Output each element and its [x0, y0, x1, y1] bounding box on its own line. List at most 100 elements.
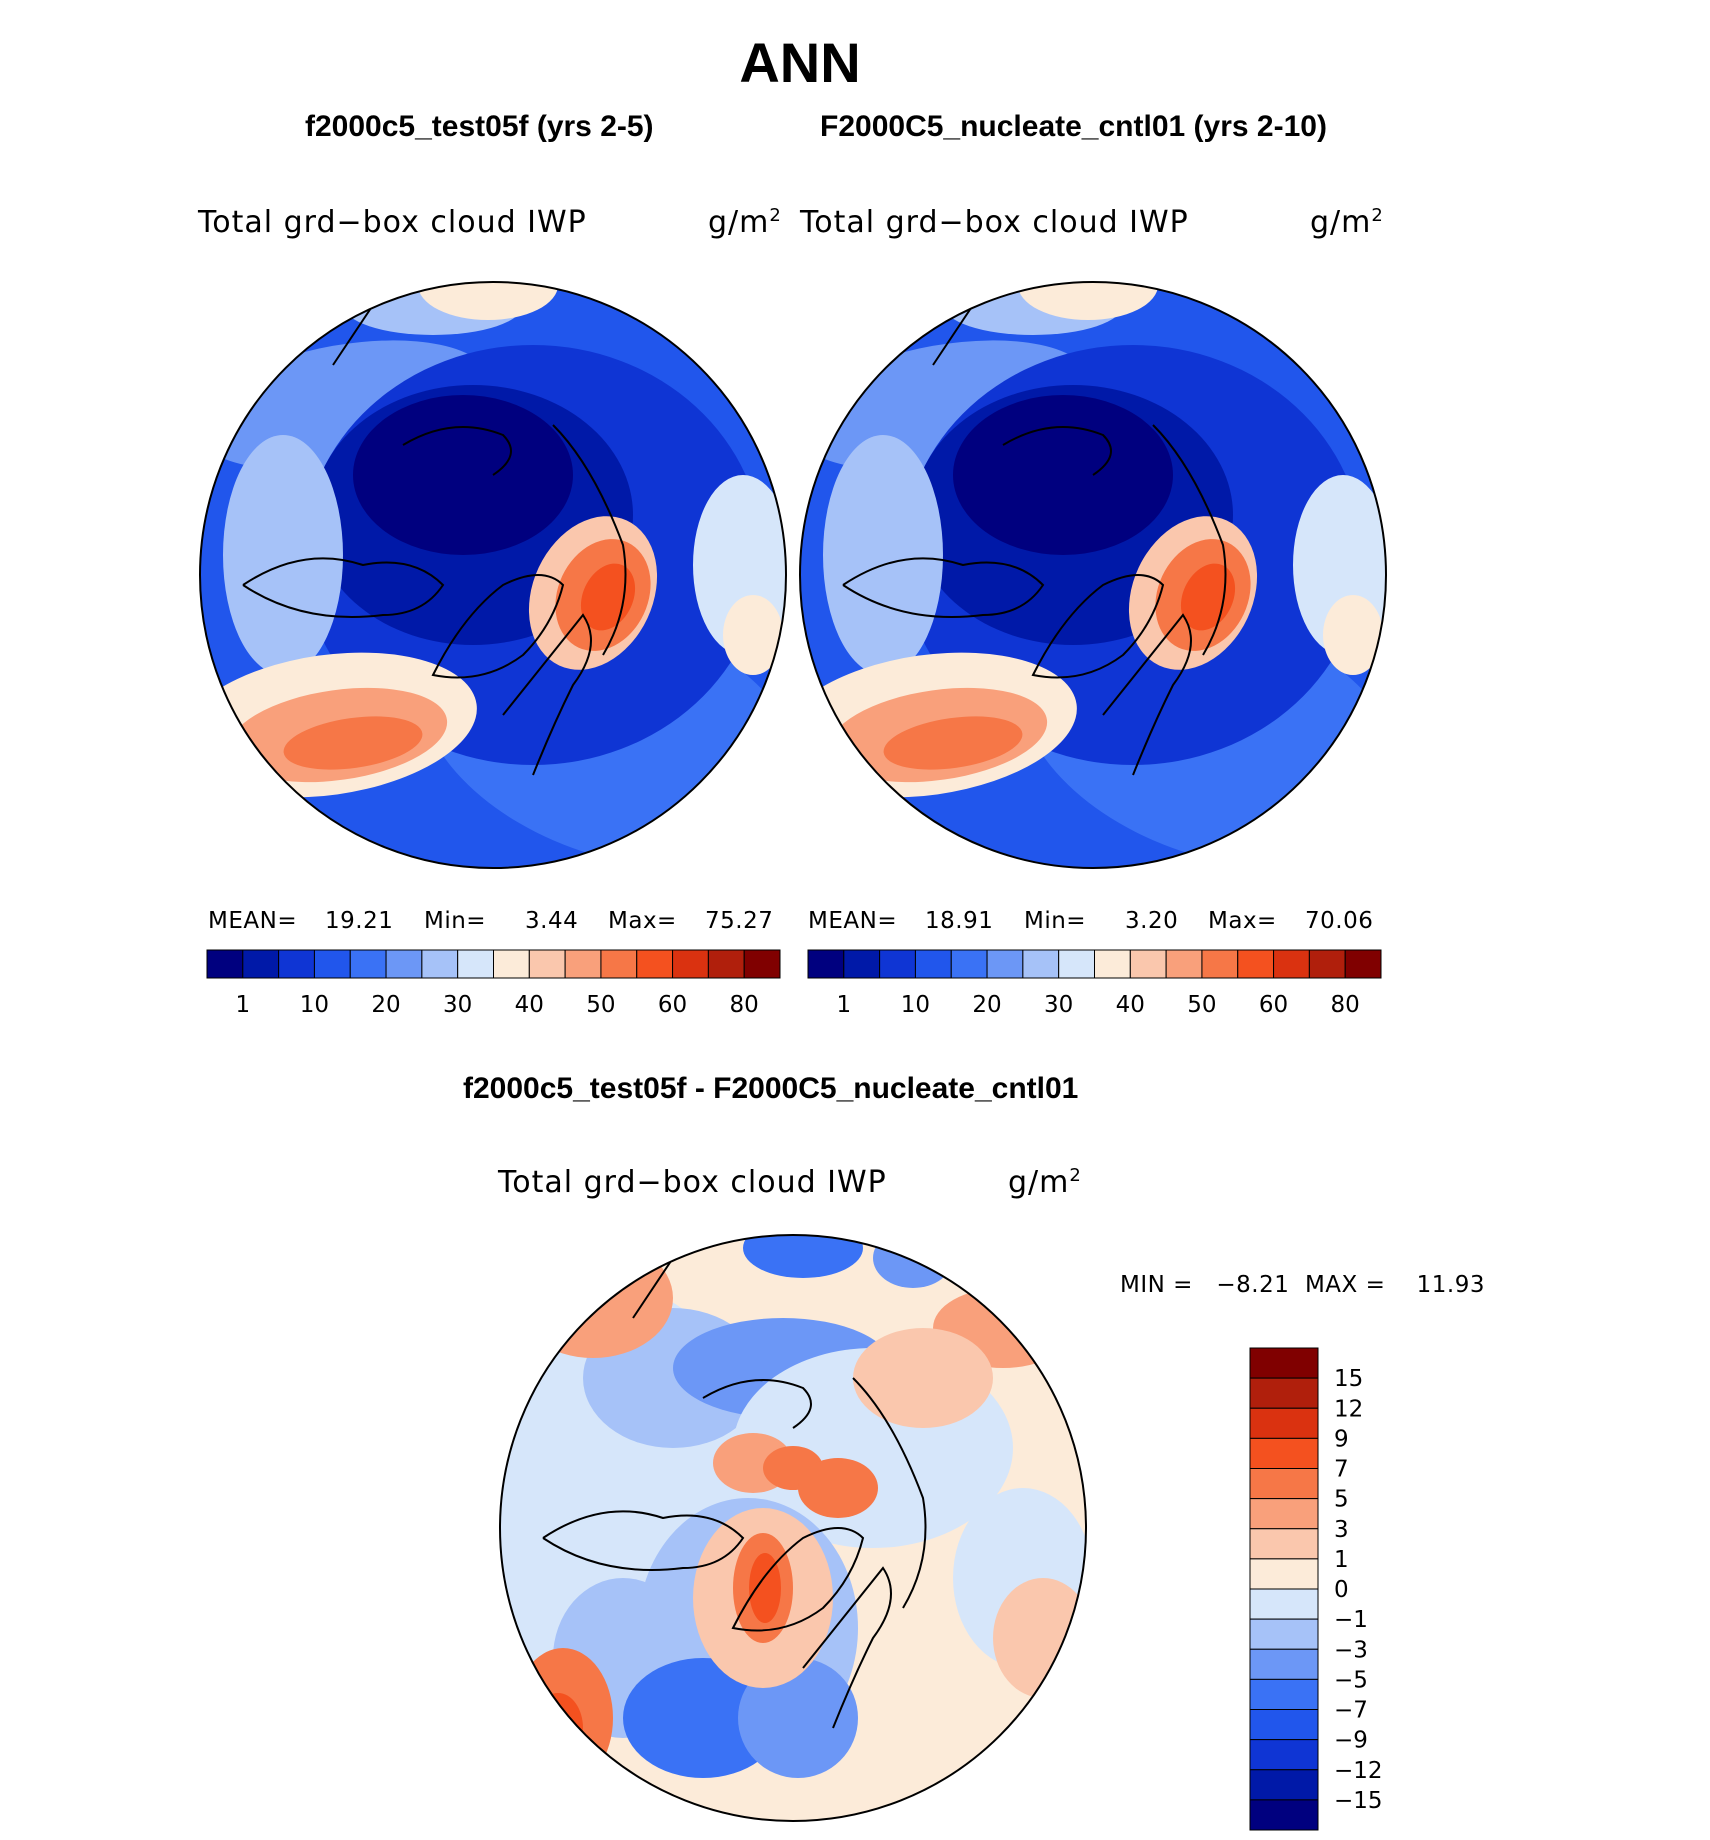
map-1-coastline	[552, 424, 627, 656]
map-1-contour-region	[353, 395, 573, 555]
map-3-coastline	[802, 1566, 892, 1729]
figure-title: ANN	[739, 31, 861, 94]
difference-units: g/m2	[1008, 1165, 1082, 1200]
colorbar-3-tick-label: 9	[1334, 1426, 1349, 1452]
colorbar-3-swatch	[1249, 1528, 1319, 1560]
colorbar-3-swatch	[1249, 1437, 1319, 1469]
panel-2-max-label: Max=	[1208, 908, 1277, 934]
map-2-coastline	[1152, 424, 1227, 656]
difference-minmax: MIN = −8.21 MAX = 11.93	[1120, 1272, 1485, 1298]
map-1-field	[200, 282, 786, 868]
map-2-contour-region	[1018, 282, 1158, 320]
colorbar-3-swatch	[1249, 1588, 1319, 1620]
colorbar-3-swatch	[1249, 1769, 1319, 1801]
map-3-contour-region	[623, 1658, 783, 1778]
colorbar-3-tick-label: 12	[1334, 1396, 1363, 1422]
map-3-coastline	[731, 1527, 865, 1632]
panel-2-min-label: Min=	[1024, 908, 1087, 934]
colorbar-1-swatch	[457, 949, 494, 979]
map-3-contour-region	[749, 1553, 781, 1623]
colorbar-3-swatch	[1249, 1618, 1319, 1650]
colorbar-3-swatch	[1249, 1739, 1319, 1771]
panel-1-max-label: Max=	[608, 908, 677, 934]
colorbar-1-swatch	[528, 949, 566, 979]
colorbar-3-tick-label: 5	[1334, 1487, 1349, 1513]
panel-2-max-value: 70.06	[1305, 908, 1374, 934]
colorbar-3-tick-label: 15	[1334, 1366, 1363, 1392]
panel-2-units: g/m2	[1310, 205, 1384, 240]
colorbar-3-tick-label: −12	[1334, 1758, 1383, 1784]
colorbar-1-swatch	[313, 949, 351, 979]
colorbar-1-swatch	[421, 949, 459, 979]
colorbars-layer: 1 10 20 30 40 50 60 80 1 10 20 30 40 50 60 801512975310…	[206, 949, 1383, 1831]
map-2-boundary	[799, 281, 1387, 869]
map-3-contour-region	[738, 1658, 858, 1778]
colorbar-2-tick-label: 80	[1331, 992, 1360, 1018]
colorbar-3-tick-label: 1	[1334, 1547, 1349, 1573]
difference-field-label: Total grd−box cloud IWP	[498, 1165, 887, 1200]
panel-1-mean-label: MEAN=	[208, 908, 298, 934]
colorbar-1-tick-label: 1	[235, 992, 250, 1018]
map-2-coastline	[1031, 574, 1165, 679]
panel-1-max-value: 75.27	[705, 908, 774, 934]
colorbar-3-swatch	[1249, 1407, 1319, 1439]
colorbar-3-swatch	[1249, 1498, 1319, 1530]
colorbar-1-swatch	[672, 949, 709, 979]
colorbar-1-swatch	[493, 949, 530, 979]
colorbar-2-swatch	[1344, 949, 1382, 979]
colorbar-3-tick-label: −7	[1334, 1698, 1368, 1724]
colorbar-3-tick-label: −1	[1334, 1607, 1368, 1633]
map-2-field	[800, 282, 1386, 868]
colorbar-1-tick-label: 40	[515, 992, 544, 1018]
map-1-boundary	[199, 281, 787, 869]
colorbar-1-swatch	[278, 949, 315, 979]
map-3-contour-region	[513, 1648, 613, 1788]
colorbar-3-tick-label: 0	[1334, 1577, 1349, 1603]
colorbar-1-swatch	[564, 949, 602, 979]
colorbar-3-swatch	[1249, 1799, 1319, 1831]
map-3-contour-region	[873, 1235, 953, 1288]
panel-2-mean-label: MEAN=	[808, 908, 898, 934]
map-1-coastline	[502, 613, 592, 776]
map-1-contour-region	[418, 282, 558, 320]
colorbar-1-swatch	[743, 949, 781, 979]
panel-1-min-label: Min=	[424, 908, 487, 934]
colorbar-3-tick-label: −5	[1334, 1667, 1368, 1693]
colorbar-2-swatch	[1022, 949, 1060, 979]
colorbar-2-swatch	[1308, 949, 1346, 979]
panel-1-field-label: Total grd−box cloud IWP	[198, 205, 587, 240]
map-3-contour-region	[513, 1238, 673, 1358]
colorbar-2-tick-label: 40	[1116, 992, 1145, 1018]
colorbar-3-tick-label: −3	[1334, 1637, 1368, 1663]
colorbar-1-swatch	[707, 949, 745, 979]
colorbar-2-tick-label: 1	[836, 992, 851, 1018]
colorbar-1-swatch	[206, 949, 244, 979]
panel-2-min-value: 3.20	[1125, 908, 1179, 934]
map-3-field	[500, 1235, 1086, 1821]
map-3-contour-region	[853, 1328, 993, 1428]
colorbar-3-tick-label: −9	[1334, 1728, 1368, 1754]
colorbar-2-swatch	[1273, 949, 1310, 979]
panel-1-min-value: 3.44	[525, 908, 579, 934]
panel-1-case-title: f2000c5_test05f (yrs 2-5)	[305, 110, 654, 143]
colorbar-2-swatch	[950, 949, 988, 979]
colorbar-1-tick-label: 50	[586, 992, 615, 1018]
panel-2-field-label: Total grd−box cloud IWP	[800, 205, 1189, 240]
map-1-coastline	[431, 574, 565, 679]
colorbar-3-tick-label: 7	[1334, 1457, 1349, 1483]
colorbar-1-swatch	[242, 949, 280, 979]
map-3-coastline	[542, 1510, 745, 1571]
map-2-coastline	[1002, 426, 1112, 476]
colorbar-2-swatch	[1094, 949, 1131, 979]
colorbar-3-swatch	[1249, 1377, 1319, 1409]
colorbar-2-tick-label: 50	[1187, 992, 1216, 1018]
difference-title: f2000c5_test05f - F2000C5_nucleate_cntl0…	[463, 1072, 1079, 1105]
map-1-contour-region	[223, 435, 343, 675]
map-2-contour-region	[953, 395, 1173, 555]
colorbar-1-swatch	[385, 949, 423, 979]
colorbar-2-swatch	[879, 949, 916, 979]
map-2-coastline	[1102, 613, 1192, 776]
panel-1-mean-value: 19.21	[325, 908, 394, 934]
colorbar-2-tick-label: 20	[972, 992, 1001, 1018]
